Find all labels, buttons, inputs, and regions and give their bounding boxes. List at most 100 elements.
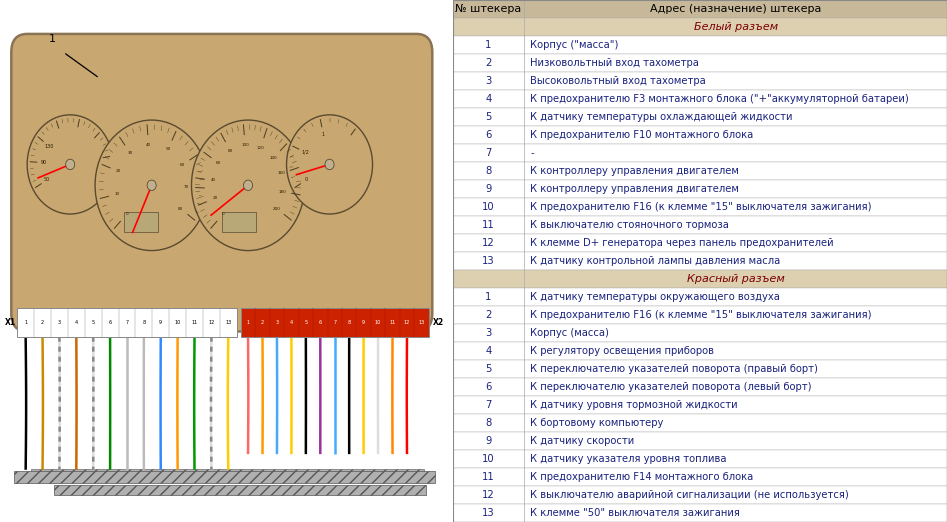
Text: 20: 20 xyxy=(212,196,218,200)
Text: 10: 10 xyxy=(115,192,120,196)
Text: К контроллеру управления двигателем: К контроллеру управления двигателем xyxy=(530,184,740,194)
Text: К выключателю стояночного тормоза: К выключателю стояночного тормоза xyxy=(530,220,729,230)
Text: 60: 60 xyxy=(179,163,185,167)
Text: 4: 4 xyxy=(75,320,78,325)
Bar xyxy=(222,212,256,232)
Text: 8: 8 xyxy=(486,418,491,428)
Text: К датчику уровня тормозной жидкости: К датчику уровня тормозной жидкости xyxy=(530,400,738,410)
Bar xyxy=(453,18,947,36)
Bar xyxy=(453,108,947,126)
Text: К датчику контрольной лампы давления масла: К датчику контрольной лампы давления мас… xyxy=(530,256,780,266)
Text: К бортовому компьютеру: К бортовому компьютеру xyxy=(530,418,664,428)
Circle shape xyxy=(287,115,372,214)
Text: 160: 160 xyxy=(277,172,285,175)
Text: 2: 2 xyxy=(261,320,264,325)
Circle shape xyxy=(243,180,253,191)
Text: 200: 200 xyxy=(273,207,280,210)
Bar xyxy=(453,72,947,90)
Bar xyxy=(453,342,947,360)
Bar xyxy=(453,270,947,288)
Text: 3: 3 xyxy=(58,320,61,325)
Bar xyxy=(241,308,429,337)
Text: 12: 12 xyxy=(482,238,495,248)
Text: 3: 3 xyxy=(486,76,491,86)
Text: 13: 13 xyxy=(482,256,495,266)
Circle shape xyxy=(325,159,334,170)
Text: 2: 2 xyxy=(41,320,45,325)
Text: 20: 20 xyxy=(116,170,121,173)
Text: 5: 5 xyxy=(92,320,95,325)
Text: 9: 9 xyxy=(159,320,162,325)
Text: 11: 11 xyxy=(482,472,495,482)
Text: 0: 0 xyxy=(305,177,308,182)
Bar xyxy=(453,54,947,72)
Text: 50: 50 xyxy=(44,177,50,182)
Text: 7: 7 xyxy=(125,320,129,325)
Text: 1: 1 xyxy=(322,132,325,137)
Text: X1: X1 xyxy=(5,318,15,327)
Text: № штекера: № штекера xyxy=(456,4,522,14)
Text: 13: 13 xyxy=(482,508,495,518)
Text: 8: 8 xyxy=(348,320,350,325)
Bar xyxy=(453,90,947,108)
Bar xyxy=(453,234,947,252)
Text: 13: 13 xyxy=(419,320,424,325)
Text: К предохранителю F16 (к клемме "15" выключателя зажигания): К предохранителю F16 (к клемме "15" выкл… xyxy=(530,310,872,320)
Bar xyxy=(453,36,947,54)
Bar xyxy=(453,486,947,504)
Text: 180: 180 xyxy=(278,189,287,194)
Text: Белый разъем: Белый разъем xyxy=(693,22,777,32)
Text: Адрес (назначение) штекера: Адрес (назначение) штекера xyxy=(650,4,821,14)
Bar xyxy=(453,162,947,180)
Text: 50: 50 xyxy=(165,147,170,151)
Text: 0: 0 xyxy=(222,212,224,216)
Text: 11: 11 xyxy=(482,220,495,230)
Text: 1: 1 xyxy=(485,292,491,302)
Text: 130: 130 xyxy=(45,144,53,149)
Text: 5: 5 xyxy=(485,112,491,122)
Text: К датчику указателя уровня топлива: К датчику указателя уровня топлива xyxy=(530,454,726,464)
Text: 7: 7 xyxy=(333,320,336,325)
Circle shape xyxy=(65,159,75,170)
Text: К предохранителю F16 (к клемме "15" выключателя зажигания): К предохранителю F16 (к клемме "15" выкл… xyxy=(530,202,872,212)
Text: 3: 3 xyxy=(276,320,278,325)
Text: 70: 70 xyxy=(184,185,189,189)
Text: 2: 2 xyxy=(485,310,491,320)
Bar xyxy=(453,252,947,270)
Text: 12: 12 xyxy=(403,320,410,325)
Text: 10: 10 xyxy=(482,454,495,464)
Circle shape xyxy=(95,120,208,251)
Text: 8: 8 xyxy=(486,166,491,176)
Text: К предохранителю F10 монтажного блока: К предохранителю F10 монтажного блока xyxy=(530,130,754,140)
Text: 1: 1 xyxy=(246,320,250,325)
Text: К переключателю указателей поворота (правый борт): К переключателю указателей поворота (пра… xyxy=(530,364,818,374)
Circle shape xyxy=(191,120,305,251)
Text: К предохранителю F3 монтажного блока ("+"аккумуляторной батареи): К предохранителю F3 монтажного блока ("+… xyxy=(530,94,909,104)
Text: К датчику температуры окружающего воздуха: К датчику температуры окружающего воздух… xyxy=(530,292,780,302)
Text: 0: 0 xyxy=(126,212,128,216)
Text: 100: 100 xyxy=(241,143,249,147)
Text: 80: 80 xyxy=(227,149,233,152)
Bar xyxy=(17,308,237,337)
Text: К переключателю указателей поворота (левый борт): К переключателю указателей поворота (лев… xyxy=(530,382,812,392)
Text: К датчику температуры охлаждающей жидкости: К датчику температуры охлаждающей жидкос… xyxy=(530,112,793,122)
Text: 9: 9 xyxy=(485,436,491,446)
Bar xyxy=(453,0,947,18)
Bar xyxy=(453,396,947,414)
Text: 10: 10 xyxy=(482,202,495,212)
Text: К клемме D+ генератора через панель предохранителей: К клемме D+ генератора через панель пред… xyxy=(530,238,834,248)
Text: 11: 11 xyxy=(191,320,198,325)
Text: 60: 60 xyxy=(216,161,222,165)
Text: 120: 120 xyxy=(257,146,264,149)
Text: 7: 7 xyxy=(485,400,491,410)
Bar xyxy=(453,432,947,450)
Text: К предохранителю F14 монтажного блока: К предохранителю F14 монтажного блока xyxy=(530,472,754,482)
Bar xyxy=(453,450,947,468)
Text: 6: 6 xyxy=(319,320,322,325)
Circle shape xyxy=(27,115,114,214)
Bar xyxy=(453,468,947,486)
Text: 1: 1 xyxy=(48,34,56,44)
Circle shape xyxy=(147,180,156,191)
Text: 40: 40 xyxy=(210,179,216,182)
Text: 30: 30 xyxy=(128,151,133,155)
